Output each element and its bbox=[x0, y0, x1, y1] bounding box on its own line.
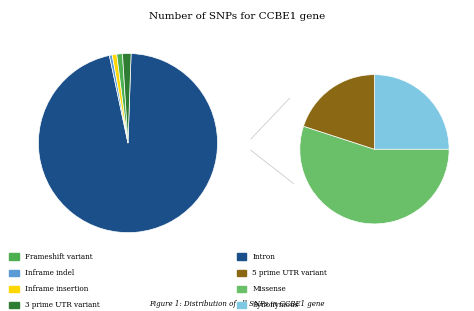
Wedge shape bbox=[117, 54, 128, 143]
Bar bbox=[237, 302, 246, 308]
Wedge shape bbox=[122, 53, 131, 143]
Bar bbox=[9, 286, 19, 292]
Wedge shape bbox=[374, 75, 449, 149]
Wedge shape bbox=[300, 126, 449, 224]
Text: 3 prime UTR variant: 3 prime UTR variant bbox=[25, 301, 100, 309]
Text: Figure 1: Distribution of all SNPs in CCBE1 gene: Figure 1: Distribution of all SNPs in CC… bbox=[149, 300, 325, 308]
Text: 5 prime UTR variant: 5 prime UTR variant bbox=[252, 269, 327, 277]
Text: Number of SNPs for CCBE1 gene: Number of SNPs for CCBE1 gene bbox=[149, 12, 325, 21]
Text: Inframe insertion: Inframe insertion bbox=[25, 285, 88, 293]
Text: Frameshift variant: Frameshift variant bbox=[25, 253, 92, 261]
Bar bbox=[237, 270, 246, 276]
Wedge shape bbox=[109, 55, 128, 143]
Wedge shape bbox=[38, 53, 218, 233]
Bar bbox=[9, 270, 19, 276]
Bar bbox=[237, 253, 246, 260]
Bar bbox=[237, 286, 246, 292]
Text: Synonymous: Synonymous bbox=[252, 301, 299, 309]
Text: Inframe indel: Inframe indel bbox=[25, 269, 74, 277]
Text: Intron: Intron bbox=[252, 253, 275, 261]
Text: Missense: Missense bbox=[252, 285, 286, 293]
Bar bbox=[9, 302, 19, 308]
Bar bbox=[9, 253, 19, 260]
Wedge shape bbox=[112, 54, 128, 143]
Wedge shape bbox=[303, 75, 374, 149]
